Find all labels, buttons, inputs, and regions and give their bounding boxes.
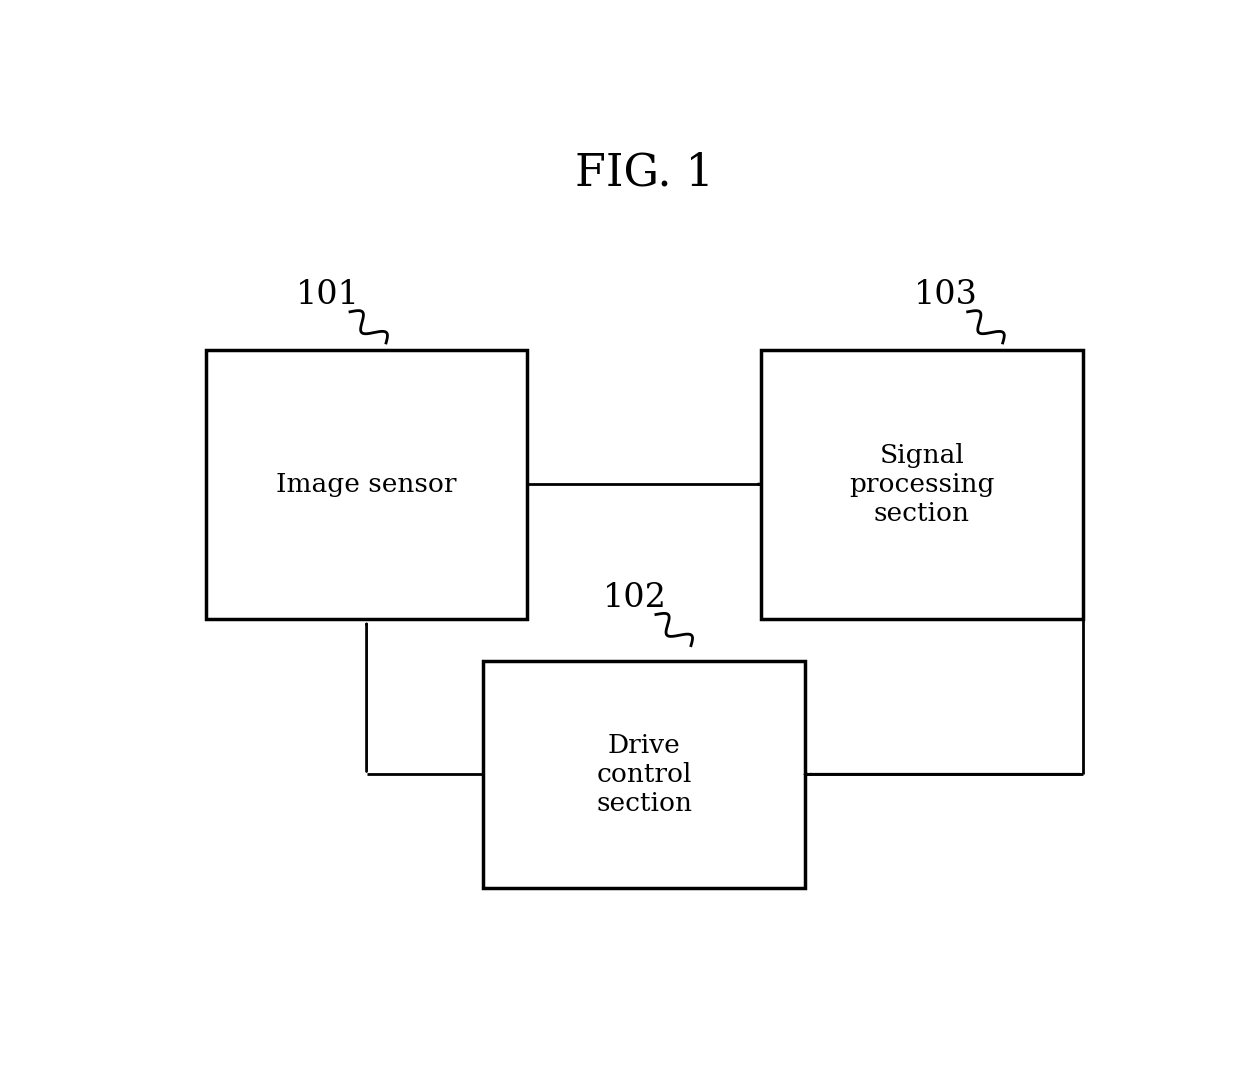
Text: Drive
control
section: Drive control section <box>596 733 693 816</box>
Text: Image sensor: Image sensor <box>277 472 456 497</box>
Text: FIG. 1: FIG. 1 <box>574 152 714 194</box>
Bar <box>760 349 1082 619</box>
Text: Signal
processing
section: Signal processing section <box>848 442 994 525</box>
Bar <box>206 349 528 619</box>
Text: 101: 101 <box>295 278 360 311</box>
Text: 102: 102 <box>602 582 666 614</box>
Text: 103: 103 <box>914 278 978 311</box>
Bar <box>484 661 804 888</box>
